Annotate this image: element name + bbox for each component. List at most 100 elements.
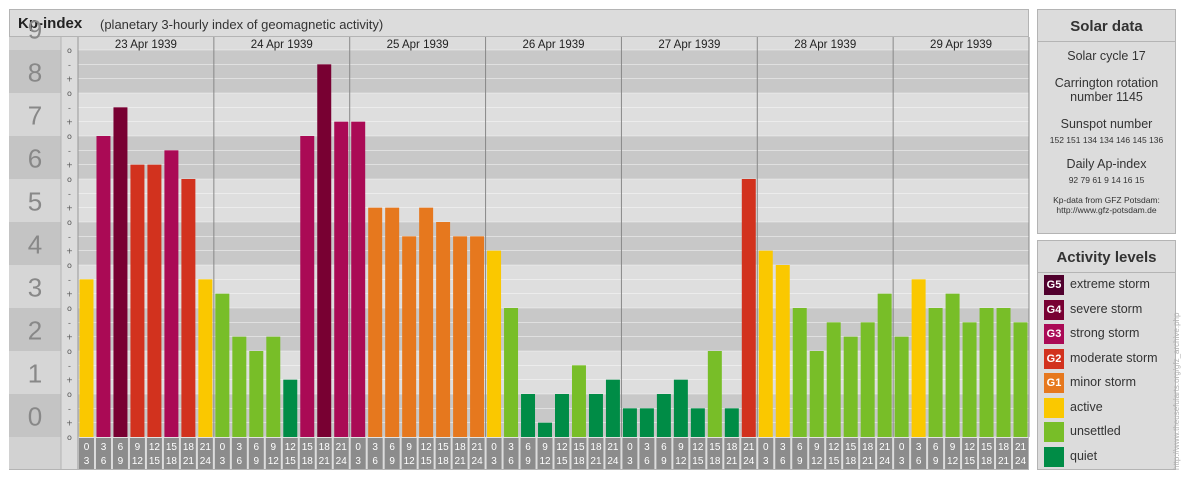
kp-bar [911,279,926,437]
x-label-end: 6 [101,456,107,467]
x-label-start: 6 [254,442,260,453]
x-label-start: 9 [406,442,412,453]
x-label-start: 12 [285,442,297,453]
x-label-start: 15 [709,442,721,453]
x-label-start: 6 [118,442,124,453]
axis-band-0 [9,394,61,437]
x-label-end: 12 [132,456,144,467]
legend-swatch: G4 [1044,299,1064,320]
x-label-end: 6 [916,456,922,467]
kp-bar [453,236,468,437]
x-label-end: 15 [692,456,704,467]
x-label-box [775,438,791,469]
kp-bar [164,150,179,437]
x-label-end: 24 [336,456,348,467]
x-label-box [826,438,842,469]
kp-bar [538,422,552,437]
y-minor-tick: - [68,60,71,69]
x-label-end: 24 [607,456,619,467]
x-label-start: 9 [271,442,277,453]
x-label-start: 3 [237,442,243,453]
y-minor-tick: - [68,318,71,327]
y-tick-label: 8 [28,58,42,88]
x-label-box [79,438,94,469]
x-label-start: 21 [743,442,755,453]
y-tick-label: 3 [28,273,42,303]
axis-band-8 [9,50,61,93]
sunspot-label: Sunspot number [1060,117,1153,131]
x-label-start: 6 [525,442,531,453]
axis-band-4 [9,222,61,265]
y-minor-tick: + [66,204,73,213]
day-label: 26 Apr 1939 [522,39,584,51]
kp-bar [945,293,960,437]
x-label-box [384,438,400,469]
x-label-box [469,438,485,469]
x-label-end: 12 [947,456,959,467]
band-5 [78,179,1029,222]
kp-bar [402,236,417,437]
x-label-start: 21 [336,442,348,453]
x-label-start: 0 [355,442,361,453]
x-label-start: 0 [763,442,769,453]
x-label-end: 15 [828,456,840,467]
x-label-box [690,438,706,469]
x-label-box [112,438,128,469]
kp-bar [130,164,145,437]
x-label-box [758,438,774,469]
x-label-end: 3 [220,456,226,467]
day-label: 28 Apr 1939 [794,39,856,51]
x-label-end: 18 [981,456,993,467]
x-label-end: 6 [237,456,243,467]
x-label-start: 12 [964,442,976,453]
x-label-box [979,438,995,469]
activity-levels-title: Activity levels [1038,241,1175,273]
x-label-start: 18 [998,442,1010,453]
y-minor-tick: o [67,347,72,356]
day-label: 27 Apr 1939 [658,39,720,51]
y-tick-label: 9 [28,15,42,45]
x-label-start: 12 [556,442,568,453]
x-label-start: 0 [627,442,633,453]
x-label-start: 15 [981,442,993,453]
x-label-end: 6 [372,456,378,467]
x-label-end: 12 [268,456,280,467]
band-8 [78,50,1029,93]
kp-bar [656,394,671,437]
x-label-start: 9 [950,442,956,453]
kp-bar [351,121,366,437]
x-label-box [673,438,689,469]
kp-bar [436,222,451,437]
solar-data-panel: Solar data Solar cycle 17 Carrington rot… [1037,9,1176,234]
kp-bar [724,408,739,437]
x-label-box [809,438,825,469]
carrington-line1: Carrington rotation [1054,76,1159,90]
chart-subtitle: (planetary 3-hourly index of geomagnetic… [100,17,384,32]
x-label-start: 3 [101,442,107,453]
x-label-box [588,438,604,469]
x-label-start: 9 [678,442,684,453]
x-label-end: 24 [200,456,212,467]
y-tick-label: 7 [28,101,42,131]
x-label-start: 15 [166,442,178,453]
y-minor-tick: + [66,290,73,299]
y-axis-minor-ticks: o + - o + - o + - o + - o + - o + - o + - o + - o + - o [66,46,73,442]
x-interval-labels: 0336699121215151818212124033669912121515… [79,438,1028,469]
x-label-box [911,438,927,469]
x-label-end: 18 [302,456,314,467]
source-line1: Kp-data from GFZ Potsdam: [1053,195,1160,205]
y-minor-tick: + [66,75,73,84]
band-7 [78,93,1029,136]
day-label: 24 Apr 1939 [251,39,313,51]
x-label-start: 3 [916,442,922,453]
x-label-box [214,438,230,469]
x-label-start: 15 [302,442,314,453]
day-header-strip [78,37,1029,51]
y-minor-tick: + [66,333,73,342]
x-label-box [333,438,349,469]
ap-values: 92 79 61 9 14 16 15 [1068,175,1145,185]
legend-swatch [1044,422,1064,442]
x-label-box [282,438,298,469]
x-label-start: 0 [84,442,90,453]
kp-bar [690,408,705,437]
